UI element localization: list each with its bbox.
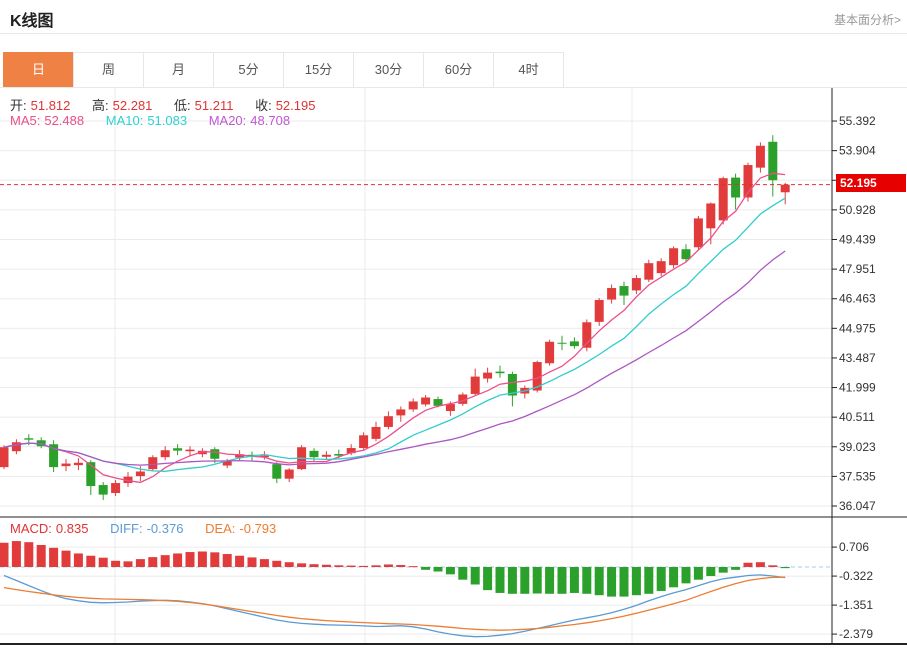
macd-legend: MACD: 0.835 DIFF: -0.376 DEA: -0.793 (10, 521, 280, 536)
ma10-label: MA10: (105, 113, 144, 128)
macd-pane (0, 541, 790, 638)
low-label: 低: (174, 98, 191, 113)
svg-text:49.439: 49.439 (839, 232, 876, 246)
interval-tabs: 日 周 月 5分 15分 30分 60分 4时 (3, 52, 564, 88)
svg-text:46.463: 46.463 (839, 292, 876, 306)
close-label: 收: (255, 98, 272, 113)
ma20-label: MA20: (208, 113, 247, 128)
tab-5min[interactable]: 5分 (213, 52, 284, 88)
ma-lines (3, 172, 786, 484)
dea-value: -0.793 (239, 521, 277, 536)
close-value: 52.195 (275, 98, 316, 113)
diff-value: -0.376 (146, 521, 184, 536)
dea-label: DEA: (205, 521, 236, 536)
tab-week[interactable]: 周 (73, 52, 144, 88)
svg-text:43.487: 43.487 (839, 351, 876, 365)
svg-text:50.928: 50.928 (839, 203, 876, 217)
macd-label: MACD: (10, 521, 52, 536)
open-label: 开: (10, 98, 27, 113)
tab-day[interactable]: 日 (3, 52, 74, 88)
grid (0, 88, 832, 644)
ohlc-legend: 开: 51.812 高: 52.281 低: 51.211 收: 52.195 (10, 95, 319, 114)
ma-legend: MA5: 52.488 MA10: 51.083 MA20: 48.708 (10, 113, 294, 128)
high-label: 高: (92, 98, 109, 113)
svg-text:-2.379: -2.379 (839, 627, 873, 641)
svg-text:44.975: 44.975 (839, 321, 876, 335)
last-price-tag: 52.195 (836, 174, 906, 192)
svg-text:36.047: 36.047 (839, 499, 876, 513)
svg-text:40.511: 40.511 (839, 410, 875, 424)
svg-text:55.392: 55.392 (839, 114, 876, 128)
tab-4hour[interactable]: 4时 (493, 52, 564, 88)
svg-text:-0.322: -0.322 (839, 569, 873, 583)
macd-value: 0.835 (55, 521, 89, 536)
kline-chart: 55.39253.90452.41650.92849.43947.95146.4… (0, 88, 907, 648)
svg-text:53.904: 53.904 (839, 144, 876, 158)
svg-text:37.535: 37.535 (839, 469, 876, 483)
tab-15min[interactable]: 15分 (283, 52, 354, 88)
ma5-label: MA5: (10, 113, 41, 128)
svg-text:0.706: 0.706 (839, 540, 869, 554)
tab-30min[interactable]: 30分 (353, 52, 424, 88)
ma20-value: 48.708 (250, 113, 291, 128)
candles (0, 135, 790, 500)
svg-text:39.023: 39.023 (839, 440, 876, 454)
header-divider (0, 33, 907, 34)
svg-text:-1.351: -1.351 (839, 598, 873, 612)
svg-text:41.999: 41.999 (839, 381, 876, 395)
tabs-bottom-divider (0, 87, 907, 88)
ma5-value: 52.488 (44, 113, 85, 128)
open-value: 51.812 (30, 98, 71, 113)
low-value: 51.211 (194, 98, 234, 113)
page-title: K线图 (10, 13, 54, 30)
tab-month[interactable]: 月 (143, 52, 214, 88)
svg-text:47.951: 47.951 (839, 262, 876, 276)
ma10-value: 51.083 (147, 113, 188, 128)
high-value: 52.281 (112, 98, 153, 113)
tab-60min[interactable]: 60分 (423, 52, 494, 88)
fundamental-analysis-link[interactable]: 基本面分析> (833, 13, 901, 27)
diff-label: DIFF: (110, 521, 143, 536)
axis-labels: 55.39253.90452.41650.92849.43947.95146.4… (832, 114, 876, 641)
